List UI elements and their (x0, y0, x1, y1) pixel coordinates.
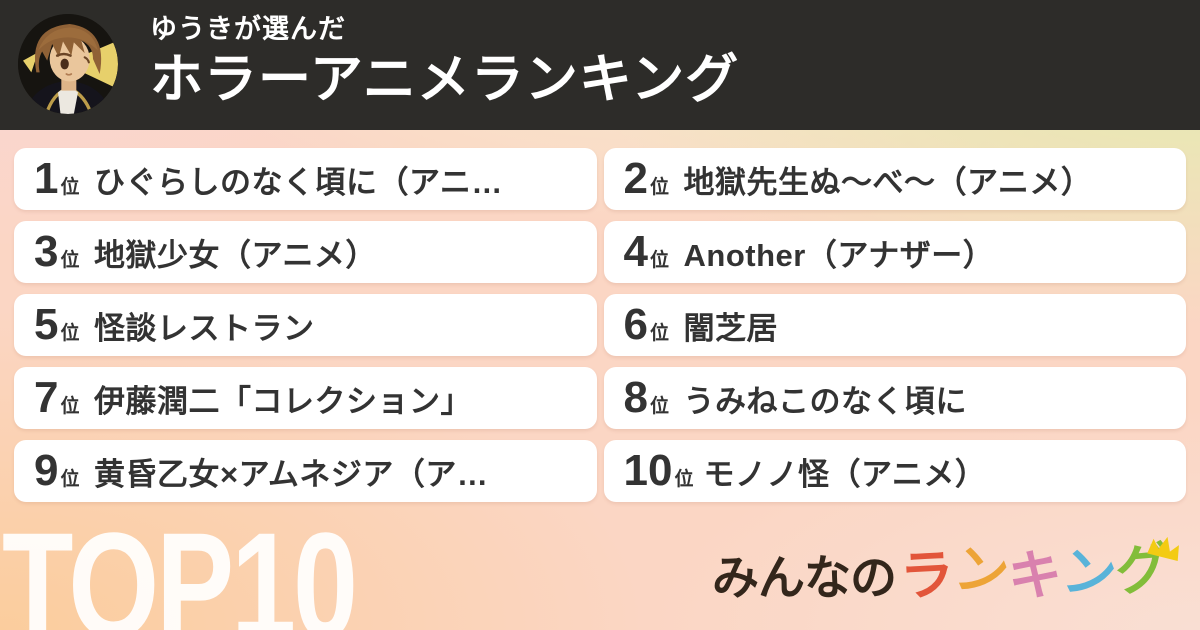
item-title: 伊藤潤二「コレクション」 (94, 383, 472, 419)
rank-number: 5 (34, 300, 59, 349)
rank-suffix: 位 (60, 396, 80, 417)
header-text: ゆうきが選んだ ホラーアニメランキング (150, 12, 739, 109)
rank-suffix: 位 (649, 396, 669, 417)
rank-suffix: 位 (60, 323, 80, 344)
rank-number: 10 (623, 446, 673, 495)
rank-label: 10 位 (624, 449, 694, 493)
item-title: 闇芝居 (683, 310, 778, 346)
logo-letter: ラ (898, 544, 956, 608)
item-title: 黄昏乙女×アムネジア（ア… (94, 456, 489, 492)
rank-suffix: 位 (649, 250, 669, 271)
item-title: 地獄先生ぬ～べ～（アニメ） (683, 164, 1093, 200)
rank-suffix: 位 (60, 177, 80, 198)
item-title: 地獄少女（アニメ） (94, 237, 377, 273)
item-title: うみねこのなく頃に (683, 383, 967, 419)
rank-number: 2 (623, 154, 648, 203)
rank-number: 8 (623, 373, 648, 422)
top10-label: TOP10 (2, 501, 358, 630)
item-title: Another（アナザー） (683, 237, 995, 273)
rank-suffix: 位 (60, 469, 80, 490)
rank-suffix: 位 (674, 469, 694, 490)
rank-number: 4 (623, 227, 648, 276)
item-title: 怪談レストラン (94, 310, 315, 346)
rank-number: 9 (34, 446, 59, 495)
logo-colored-letters: ランキング (898, 536, 1179, 608)
item-title: ひぐらしのなく頃に（アニ… (94, 164, 503, 200)
site-logo[interactable]: みんなの ランキング (712, 536, 1179, 608)
logo-letter: ン (1058, 540, 1120, 608)
logo-letter: キ (1006, 545, 1064, 607)
header: ゆうきが選んだ ホラーアニメランキング (0, 0, 1200, 130)
ranking-item[interactable]: 10 位 モノノ怪（アニメ） (603, 440, 1186, 502)
rank-number: 1 (34, 154, 59, 203)
user-avatar (18, 14, 118, 114)
header-subtitle: ゆうきが選んだ (150, 14, 346, 44)
crown-icon (1147, 536, 1179, 561)
rank-suffix: 位 (649, 177, 669, 198)
item-title: モノノ怪（アニメ） (703, 456, 987, 492)
rank-number: 7 (34, 373, 59, 422)
rank-suffix: 位 (60, 250, 80, 271)
rank-number: 3 (34, 227, 59, 276)
rank-number: 6 (623, 300, 648, 349)
logo-prefix: みんなの (712, 551, 897, 604)
rank-suffix: 位 (649, 323, 669, 344)
logo-letter: ン (950, 538, 1013, 606)
avatar-illustration (18, 14, 118, 114)
page-title: ホラーアニメランキング (150, 50, 740, 110)
